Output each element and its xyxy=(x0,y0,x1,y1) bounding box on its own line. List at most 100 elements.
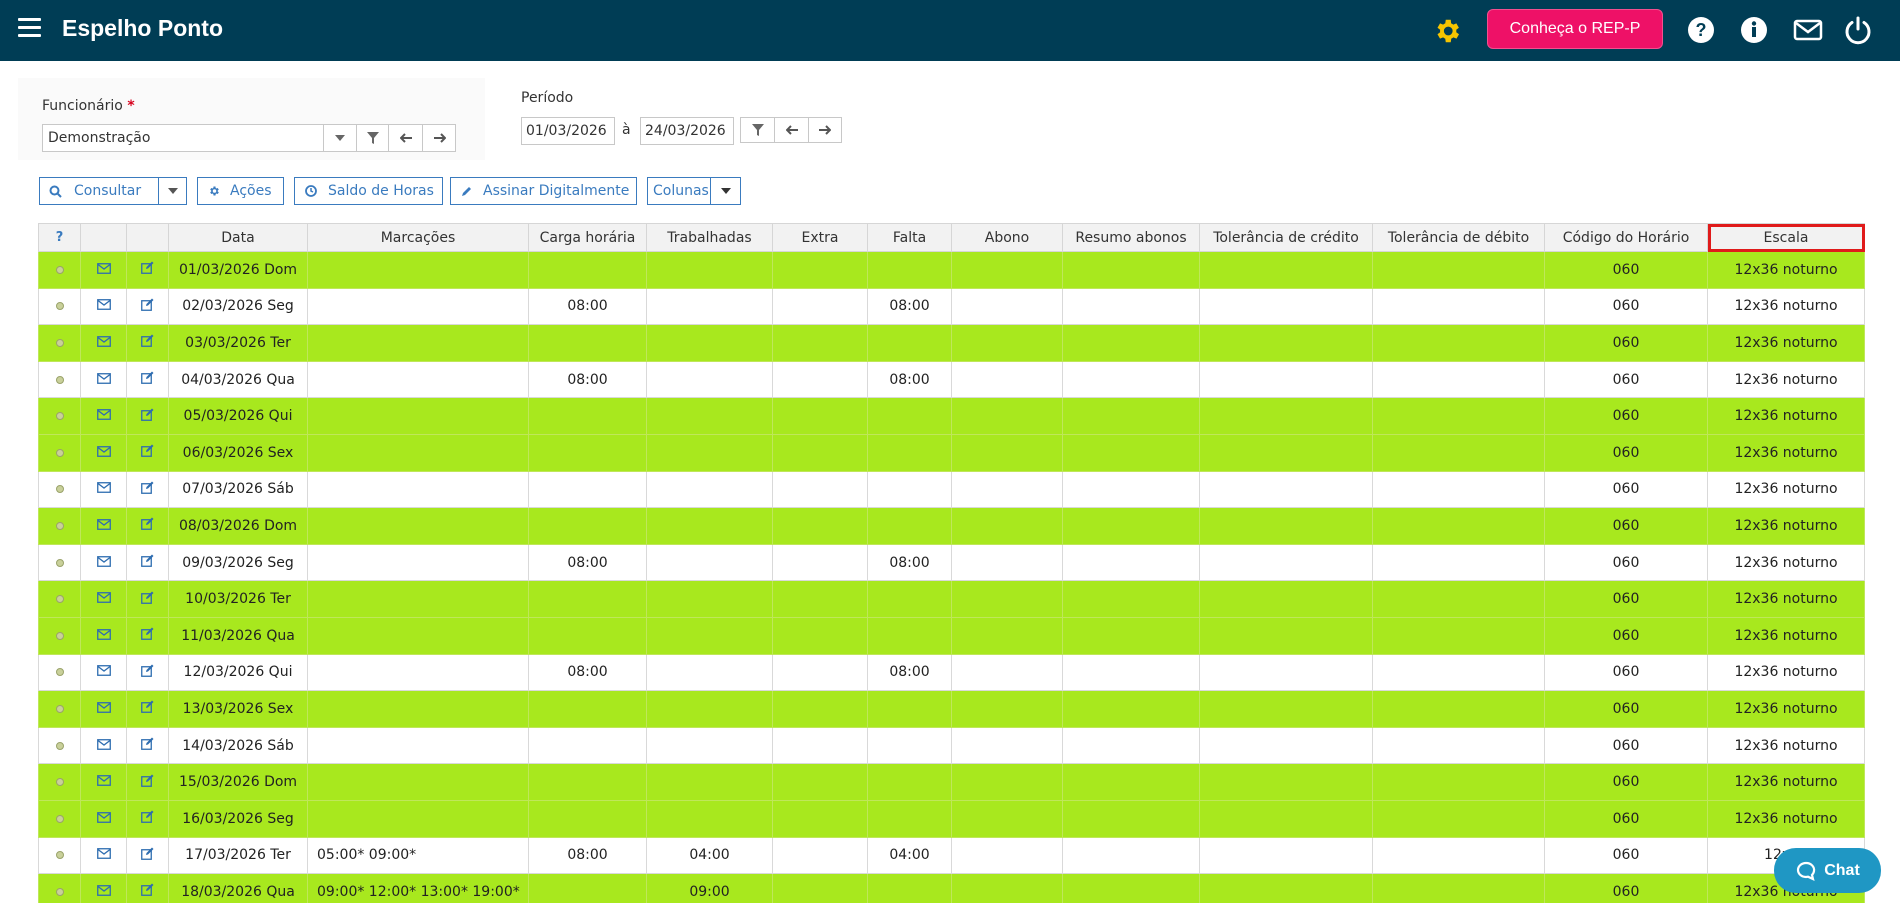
edit-icon[interactable] xyxy=(126,690,169,728)
header-tolerancia-debito[interactable]: Tolerância de débito xyxy=(1372,223,1545,252)
mail-icon[interactable] xyxy=(80,580,127,618)
cell-trabalhadas xyxy=(646,470,773,509)
header-resumo-abonos[interactable]: Resumo abonos xyxy=(1062,223,1200,252)
mail-icon[interactable] xyxy=(80,690,127,728)
table-row[interactable]: 12/03/2026 Qui 08:00 08:00 060 12x36 noturno xyxy=(38,653,1865,692)
header-falta[interactable]: Falta xyxy=(867,223,952,252)
colunas-button[interactable]: Colunas xyxy=(647,177,741,205)
table-row[interactable]: 14/03/2026 Sáb 060 12x36 noturno xyxy=(38,726,1865,765)
edit-icon[interactable] xyxy=(126,580,169,618)
table-row[interactable]: 05/03/2026 Qui 060 12x36 noturno xyxy=(38,397,1865,435)
table-row[interactable]: 13/03/2026 Sex 060 12x36 noturno xyxy=(38,690,1865,728)
date-to-input[interactable]: 24/03/2026 xyxy=(640,117,734,145)
mail-icon[interactable] xyxy=(80,324,127,362)
table-row[interactable]: 08/03/2026 Dom 060 12x36 noturno xyxy=(38,507,1865,545)
date-from-input[interactable]: 01/03/2026 xyxy=(521,117,615,145)
edit-icon[interactable] xyxy=(126,616,169,655)
consultar-dropdown-icon[interactable] xyxy=(158,178,187,204)
edit-icon[interactable] xyxy=(126,433,169,472)
edit-icon[interactable] xyxy=(126,763,169,801)
cell-extra xyxy=(772,580,868,618)
edit-icon[interactable] xyxy=(126,397,169,435)
table-row[interactable]: 15/03/2026 Dom 060 12x36 noturno xyxy=(38,763,1865,801)
help-icon[interactable]: ? xyxy=(1685,14,1717,46)
acoes-button[interactable]: Ações xyxy=(197,177,284,205)
menu-icon[interactable] xyxy=(18,18,41,38)
mail-icon[interactable] xyxy=(80,470,127,509)
assinar-digitalmente-button[interactable]: Assinar Digitalmente xyxy=(450,177,637,205)
period-prev-icon[interactable] xyxy=(775,118,809,142)
edit-icon[interactable] xyxy=(126,287,169,326)
mail-icon[interactable] xyxy=(80,360,127,399)
cell-tolerancia-debito xyxy=(1372,690,1545,728)
edit-icon[interactable] xyxy=(126,799,169,838)
header-abono[interactable]: Abono xyxy=(951,223,1063,252)
table-row[interactable]: 18/03/2026 Qua 09:00* 12:00* 13:00* 19:00… xyxy=(38,873,1865,903)
edit-icon[interactable] xyxy=(126,360,169,399)
table-row[interactable]: 06/03/2026 Sex 060 12x36 noturno xyxy=(38,433,1865,472)
colunas-dropdown-icon[interactable] xyxy=(710,178,741,204)
cell-extra xyxy=(772,799,868,838)
mail-icon[interactable] xyxy=(80,616,127,655)
mail-icon[interactable] xyxy=(80,397,127,435)
header-escala[interactable]: Escala xyxy=(1707,223,1865,252)
table-row[interactable]: 17/03/2026 Ter 05:00* 09:00* 08:00 04:00 04:… xyxy=(38,836,1865,875)
period-filter-icon[interactable] xyxy=(741,118,775,142)
mail-icon[interactable] xyxy=(80,251,127,289)
edit-icon[interactable] xyxy=(126,726,169,765)
mail-icon[interactable] xyxy=(80,726,127,765)
mail-icon[interactable] xyxy=(80,543,127,582)
table-row[interactable]: 04/03/2026 Qua 08:00 08:00 060 12x36 noturno xyxy=(38,360,1865,399)
edit-icon[interactable] xyxy=(126,873,169,903)
table-row[interactable]: 11/03/2026 Qua 060 12x36 noturno xyxy=(38,616,1865,655)
header-codigo-horario[interactable]: Código do Horário xyxy=(1544,223,1708,252)
table-row[interactable]: 02/03/2026 Seg 08:00 08:00 060 12x36 noturno xyxy=(38,287,1865,326)
header-extra[interactable]: Extra xyxy=(772,223,868,252)
table-row[interactable]: 01/03/2026 Dom 060 12x36 noturno xyxy=(38,251,1865,289)
cell-falta: 08:00 xyxy=(867,287,952,326)
header-tolerancia-credito[interactable]: Tolerância de crédito xyxy=(1199,223,1373,252)
mail-icon[interactable] xyxy=(80,799,127,838)
header-trabalhadas[interactable]: Trabalhadas xyxy=(646,223,773,252)
cell-extra xyxy=(772,433,868,472)
mail-icon[interactable] xyxy=(80,287,127,326)
period-next-icon[interactable] xyxy=(809,118,841,142)
cell-resumo-abonos xyxy=(1062,836,1200,875)
mail-icon[interactable] xyxy=(80,873,127,903)
table-row[interactable]: 07/03/2026 Sáb 060 12x36 noturno xyxy=(38,470,1865,509)
edit-icon[interactable] xyxy=(126,543,169,582)
edit-icon[interactable] xyxy=(126,507,169,545)
consultar-button[interactable]: Consultar xyxy=(39,177,187,205)
header-data[interactable]: Data xyxy=(168,223,308,252)
chat-button[interactable]: Chat xyxy=(1774,848,1881,893)
mail-icon[interactable] xyxy=(80,433,127,472)
mail-icon[interactable] xyxy=(1792,14,1824,46)
power-icon[interactable] xyxy=(1842,14,1874,46)
edit-icon[interactable] xyxy=(126,836,169,875)
table-row[interactable]: 03/03/2026 Ter 060 12x36 noturno xyxy=(38,324,1865,362)
filter-icon[interactable] xyxy=(356,125,388,151)
header-help[interactable]: ? xyxy=(38,223,81,252)
table-row[interactable]: 16/03/2026 Seg 060 12x36 noturno xyxy=(38,799,1865,838)
mail-icon[interactable] xyxy=(80,653,127,692)
rep-p-button[interactable]: Conheça o REP-P xyxy=(1487,9,1663,49)
arrow-left-icon[interactable] xyxy=(388,125,422,151)
edit-icon[interactable] xyxy=(126,653,169,692)
mail-icon[interactable] xyxy=(80,836,127,875)
header-marcacoes[interactable]: Marcações xyxy=(307,223,529,252)
header-carga[interactable]: Carga horária xyxy=(528,223,647,252)
mail-icon[interactable] xyxy=(80,763,127,801)
table-row[interactable]: 10/03/2026 Ter 060 12x36 noturno xyxy=(38,580,1865,618)
edit-icon[interactable] xyxy=(126,470,169,509)
gear-icon[interactable] xyxy=(1432,16,1462,46)
cell-falta xyxy=(867,873,952,903)
edit-icon[interactable] xyxy=(126,251,169,289)
funcionario-select[interactable]: Demonstração xyxy=(42,124,456,152)
mail-icon[interactable] xyxy=(80,507,127,545)
caret-down-icon[interactable] xyxy=(323,125,356,151)
info-icon[interactable] xyxy=(1738,14,1770,46)
arrow-right-icon[interactable] xyxy=(422,125,456,151)
edit-icon[interactable] xyxy=(126,324,169,362)
saldo-horas-button[interactable]: Saldo de Horas xyxy=(294,177,443,205)
table-row[interactable]: 09/03/2026 Seg 08:00 08:00 060 12x36 noturno xyxy=(38,543,1865,582)
